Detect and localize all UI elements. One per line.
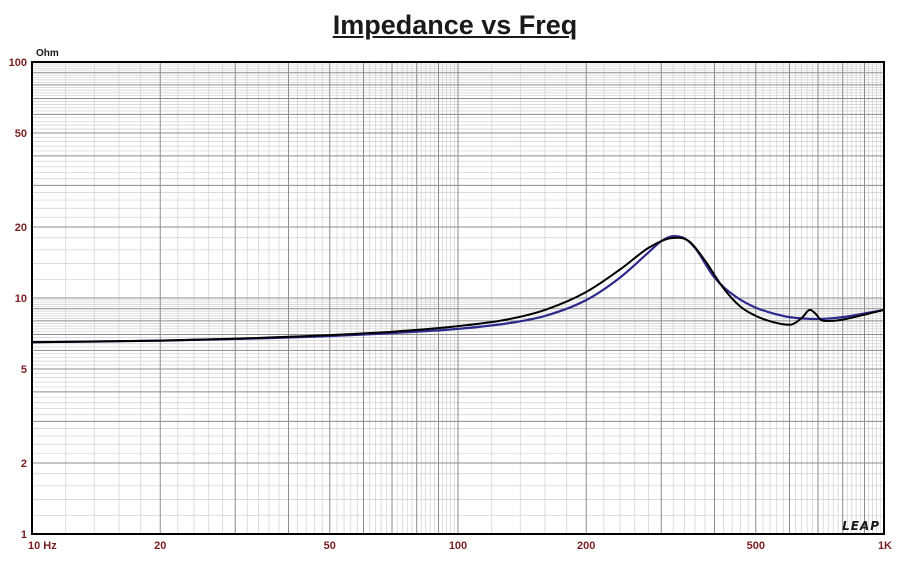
y-tick-label: 5 <box>21 364 27 376</box>
y-tick-label: 100 <box>9 57 27 69</box>
x-tick-label: 20 <box>154 540 166 552</box>
y-tick-label: 20 <box>15 222 27 234</box>
x-tick-label: 200 <box>577 540 595 552</box>
y-tick-label: 1 <box>21 529 27 541</box>
chart-title: Impedance vs Freq <box>332 10 578 40</box>
x-tick-label: 10 Hz <box>28 540 57 552</box>
y-tick-label: 10 <box>15 293 27 305</box>
y-tick-label: 50 <box>15 128 27 140</box>
y-tick-labels: 100 50 20 10 5 2 1 <box>9 57 27 541</box>
grid-major <box>32 62 884 534</box>
x-tick-label: 50 <box>324 540 336 552</box>
y-axis-unit-label: Ohm <box>36 48 59 59</box>
x-tick-labels: 10 Hz 20 50 100 200 500 1K <box>28 540 892 552</box>
y-tick-label: 2 <box>21 458 27 470</box>
series-line-black <box>31 236 885 344</box>
x-tick-label: 500 <box>747 540 765 552</box>
leap-logo: LEAP <box>842 519 880 533</box>
plot-frame <box>31 61 885 535</box>
x-tick-label: 1K <box>878 540 892 552</box>
x-tick-label: 100 <box>449 540 467 552</box>
series-layer <box>31 235 885 344</box>
